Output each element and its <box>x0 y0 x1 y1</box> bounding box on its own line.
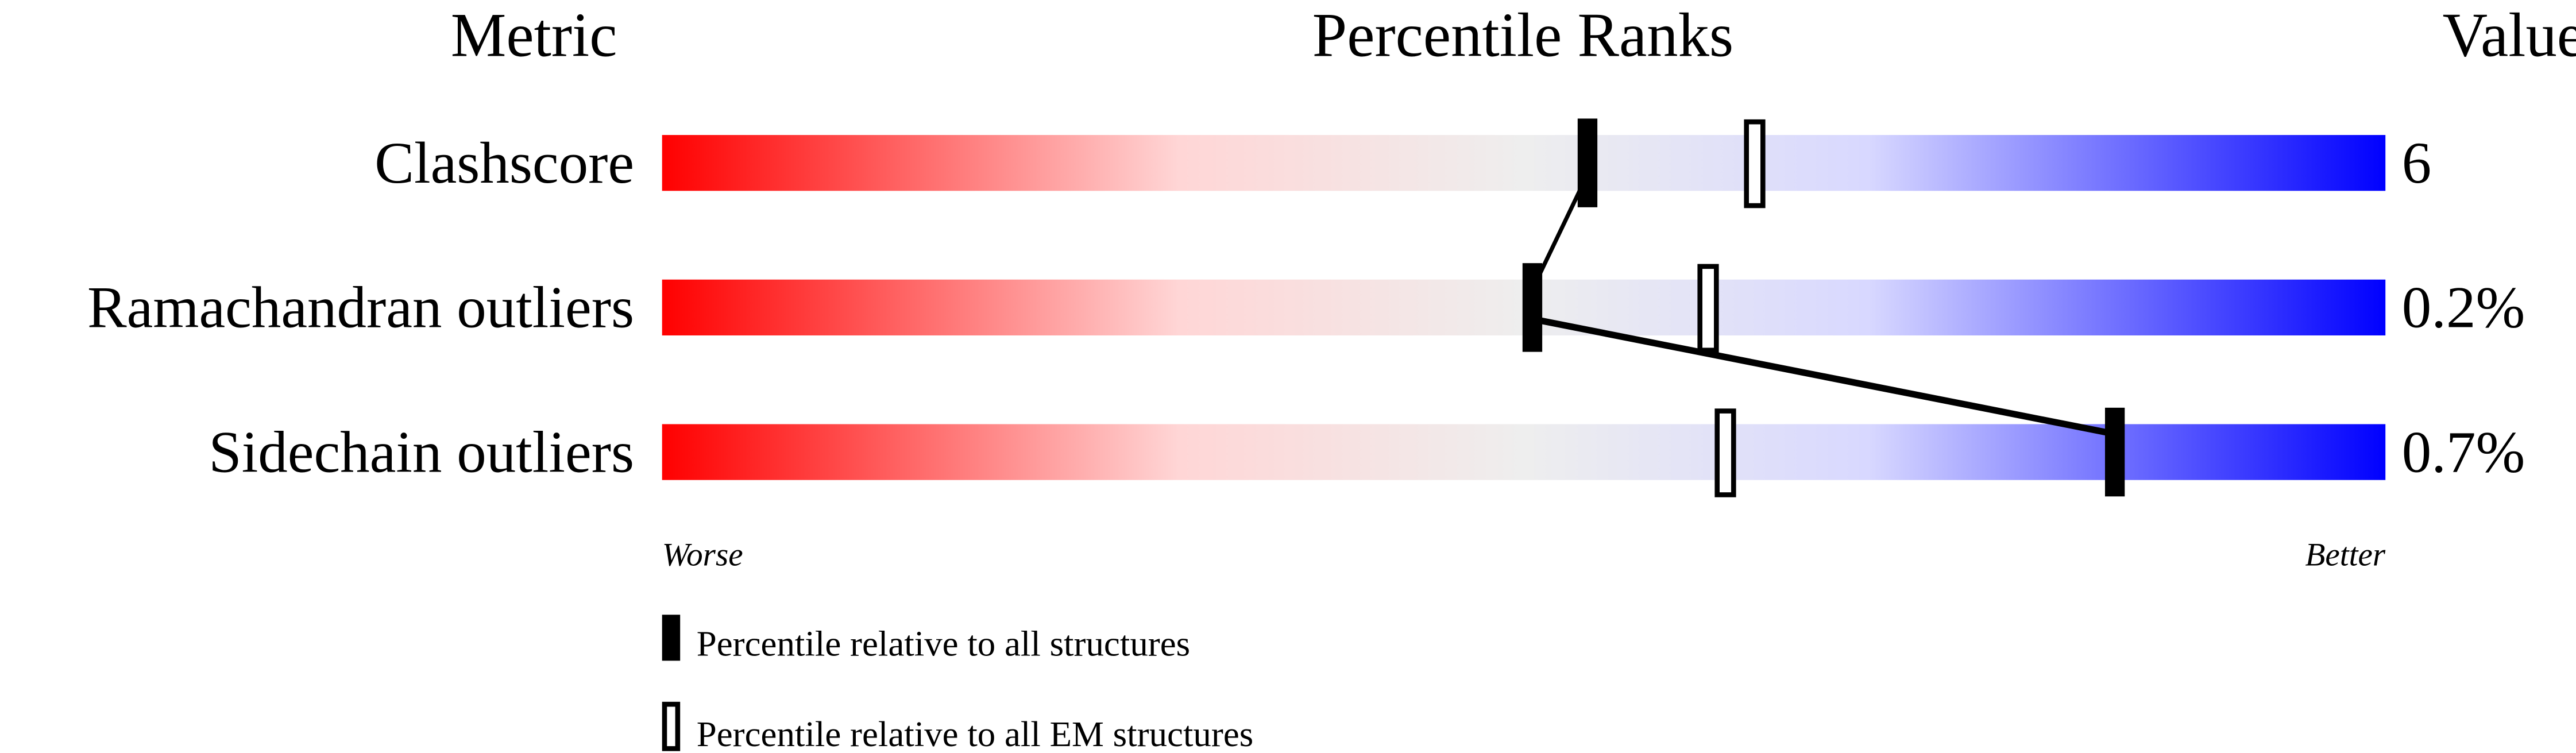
metric-label: Clashscore <box>374 130 634 196</box>
legend-all-label: Percentile relative to all structures <box>697 624 1190 664</box>
marker-em-percentile <box>1714 408 1736 497</box>
percentile-bar <box>662 424 2386 480</box>
axis-worse-label: Worse <box>662 536 743 573</box>
axis-better-label: Better <box>2305 536 2385 573</box>
marker-all-percentile <box>1577 118 1598 207</box>
metric-value: 6 <box>2402 130 2431 196</box>
metric-label: Ramachandran outliers <box>87 275 634 341</box>
header-percentile-ranks: Percentile Ranks <box>1312 1 1733 70</box>
marker-em-percentile <box>1697 264 1719 353</box>
metric-label: Sidechain outliers <box>208 419 634 485</box>
percentile-bar <box>662 135 2386 191</box>
header-metric: Metric <box>451 1 617 70</box>
header-value: Value <box>2443 1 2576 70</box>
marker-all-percentile <box>2104 407 2125 497</box>
legend-em-label: Percentile relative to all EM structures <box>697 714 1253 753</box>
marker-em-percentile <box>1744 119 1766 208</box>
legend-em-swatch <box>662 701 681 751</box>
percentile-link-line <box>1531 315 2116 438</box>
legend-all-swatch <box>662 615 681 661</box>
marker-all-percentile <box>1522 263 1543 352</box>
metric-value: 0.7% <box>2402 419 2525 485</box>
metric-value: 0.2% <box>2402 275 2525 341</box>
